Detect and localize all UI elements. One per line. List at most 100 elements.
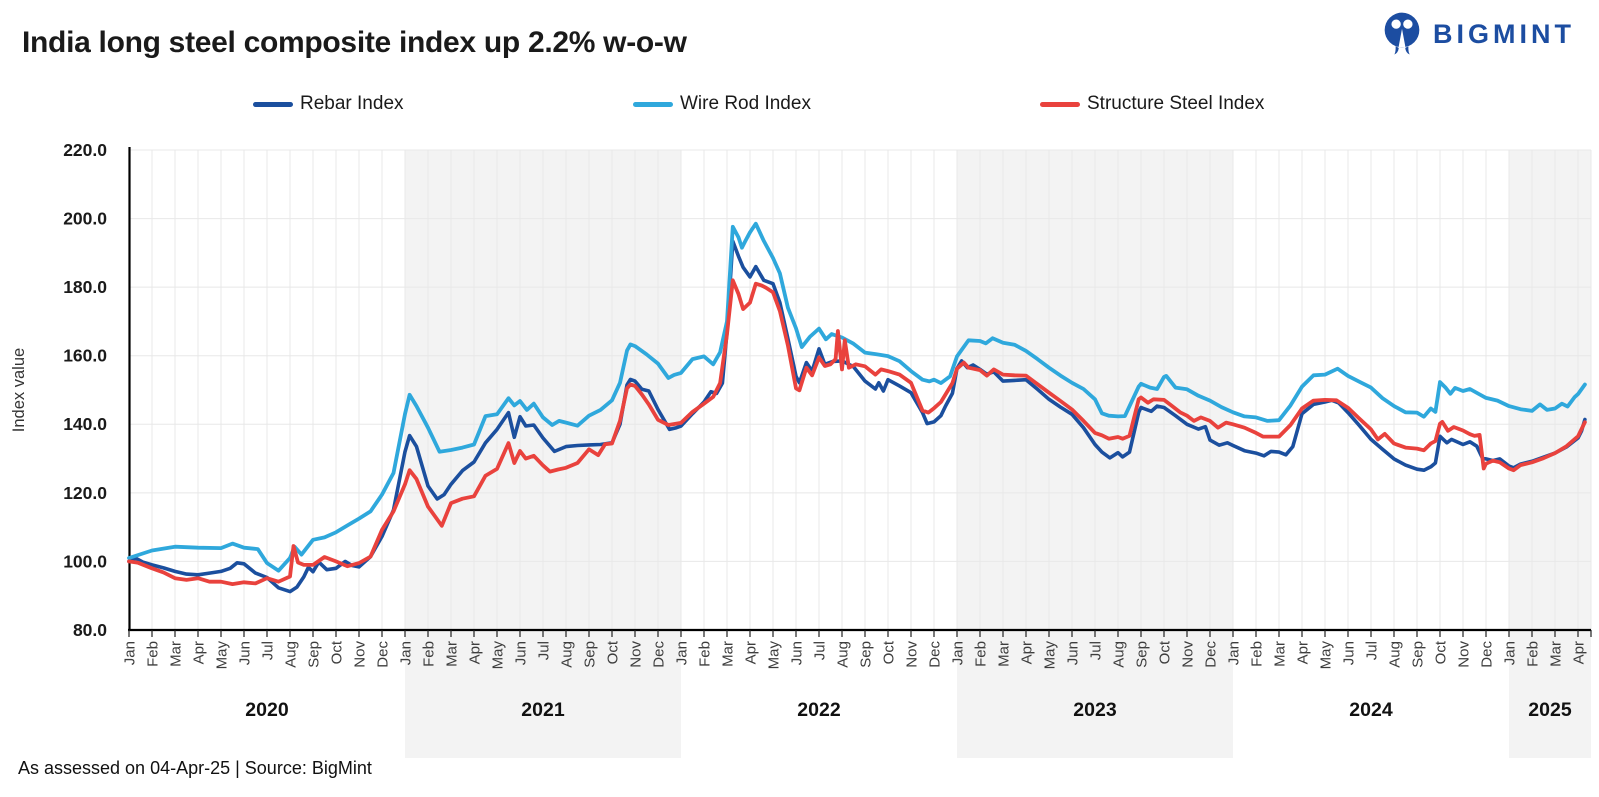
month-label-sep-2021: Sep xyxy=(582,641,599,668)
month-label-jul-2024: Jul xyxy=(1364,641,1381,660)
month-label-aug-2021: Aug xyxy=(559,641,576,668)
month-label-mar-2020: Mar xyxy=(168,641,185,667)
y-axis-title: Index value xyxy=(10,348,28,432)
month-label-dec-2023: Dec xyxy=(1203,641,1220,668)
footer-text: As assessed on 04-Apr-25 | Source: BigMi… xyxy=(18,758,372,778)
month-label-jan-2022: Jan xyxy=(674,641,691,665)
legend-label-rebar: Rebar Index xyxy=(300,93,404,114)
month-label-dec-2024: Dec xyxy=(1479,641,1496,668)
month-label-jan-2021: Jan xyxy=(398,641,415,665)
month-label-sep-2020: Sep xyxy=(306,641,323,668)
month-label-sep-2024: Sep xyxy=(1410,641,1427,668)
month-label-jan-2024: Jan xyxy=(1226,641,1243,665)
month-label-apr-2021: Apr xyxy=(467,641,484,664)
month-label-dec-2022: Dec xyxy=(927,641,944,668)
month-label-apr-2024: Apr xyxy=(1295,641,1312,664)
logo: BIGMINT xyxy=(1380,10,1575,58)
chart: 80.0 100.0 120.0 140.0 160.0 180.0 200.0 220.0 J… xyxy=(0,130,1599,785)
month-label-nov-2020: Nov xyxy=(352,641,369,668)
y-tick-label-100: 100.0 xyxy=(63,551,107,571)
month-label-feb-2023: Feb xyxy=(973,641,990,667)
month-label-jun-2020: Jun xyxy=(237,641,254,665)
y-tick-label-220: 220.0 xyxy=(63,140,107,160)
series-line-wire-rod-index xyxy=(127,221,1587,573)
month-label-feb-2020: Feb xyxy=(145,641,162,667)
y-tick-label-200: 200.0 xyxy=(63,209,107,229)
month-label-dec-2020: Dec xyxy=(375,641,392,668)
month-label-apr-2025: Apr xyxy=(1571,641,1588,664)
month-label-jun-2021: Jun xyxy=(513,641,530,665)
month-label-oct-2020: Oct xyxy=(329,640,346,664)
y-tick-label-120: 120.0 xyxy=(63,483,107,503)
month-label-jul-2021: Jul xyxy=(536,641,553,660)
month-label-oct-2021: Oct xyxy=(605,640,622,664)
month-label-jun-2022: Jun xyxy=(789,641,806,665)
month-label-aug-2024: Aug xyxy=(1387,641,1404,668)
month-label-dec-2021: Dec xyxy=(651,641,668,668)
month-label-nov-2023: Nov xyxy=(1180,641,1197,668)
month-label-mar-2024: Mar xyxy=(1272,641,1289,667)
year-label-2020: 2020 xyxy=(245,699,289,721)
month-label-mar-2025: Mar xyxy=(1548,641,1565,667)
month-label-jun-2024: Jun xyxy=(1341,641,1358,665)
month-label-nov-2022: Nov xyxy=(904,641,921,668)
month-label-feb-2022: Feb xyxy=(697,641,714,667)
month-label-apr-2023: Apr xyxy=(1019,641,1036,664)
month-label-oct-2023: Oct xyxy=(1157,640,1174,664)
legend-label-structure-steel: Structure Steel Index xyxy=(1087,93,1265,114)
month-label-mar-2021: Mar xyxy=(444,641,461,667)
month-label-may-2022: May xyxy=(766,641,783,670)
month-label-jun-2023: Jun xyxy=(1065,641,1082,665)
year-label-2023: 2023 xyxy=(1073,699,1117,721)
legend-item-structure-steel: Structure Steel Index xyxy=(1040,90,1264,118)
month-label-may-2021: May xyxy=(490,641,507,670)
page-title: India long steel composite index up 2.2%… xyxy=(22,26,687,59)
month-label-nov-2021: Nov xyxy=(628,641,645,668)
month-label-may-2024: May xyxy=(1318,641,1335,670)
legend-marker-structure-steel xyxy=(1040,101,1080,107)
month-label-feb-2024: Feb xyxy=(1249,641,1266,667)
month-label-aug-2023: Aug xyxy=(1111,641,1128,668)
year-label-2022: 2022 xyxy=(797,699,841,721)
legend-label-wire-rod: Wire Rod Index xyxy=(680,93,811,114)
logo-text: BIGMINT xyxy=(1433,18,1575,49)
month-label-feb-2025: Feb xyxy=(1525,641,1542,667)
month-label-jan-2025: Jan xyxy=(1502,641,1519,665)
month-label-feb-2021: Feb xyxy=(421,641,438,667)
month-label-oct-2022: Oct xyxy=(881,640,898,664)
month-label-sep-2022: Sep xyxy=(858,641,875,668)
y-tick-label-140: 140.0 xyxy=(63,414,107,434)
y-tick-label-180: 180.0 xyxy=(63,277,107,297)
month-label-mar-2022: Mar xyxy=(720,641,737,667)
month-label-jul-2020: Jul xyxy=(260,641,277,660)
month-label-mar-2023: Mar xyxy=(996,641,1013,667)
month-label-jan-2023: Jan xyxy=(950,641,967,665)
series-line-rebar-index xyxy=(127,239,1587,594)
month-label-sep-2023: Sep xyxy=(1134,641,1151,668)
year-label-2024: 2024 xyxy=(1349,699,1393,721)
bigmint-logo-icon xyxy=(1384,12,1420,55)
legend-marker-rebar xyxy=(253,101,293,107)
legend-item-rebar: Rebar Index xyxy=(253,90,404,118)
month-label-may-2023: May xyxy=(1042,641,1059,670)
month-label-jul-2023: Jul xyxy=(1088,641,1105,660)
month-label-oct-2024: Oct xyxy=(1433,640,1450,664)
month-label-nov-2024: Nov xyxy=(1456,641,1473,668)
y-tick-label-80: 80.0 xyxy=(73,620,107,640)
series-line-structure-steel-index xyxy=(127,278,1587,587)
month-label-may-2020: May xyxy=(214,641,231,670)
month-label-apr-2022: Apr xyxy=(743,641,760,664)
month-label-aug-2022: Aug xyxy=(835,641,852,668)
month-label-apr-2020: Apr xyxy=(191,641,208,664)
month-label-jan-2020: Jan xyxy=(122,641,139,665)
year-label-2025: 2025 xyxy=(1528,699,1572,721)
legend-marker-wire-rod xyxy=(633,101,673,107)
y-tick-label-160: 160.0 xyxy=(63,346,107,366)
month-label-aug-2020: Aug xyxy=(283,641,300,668)
legend: Rebar Index Wire Rod Index Structure Ste… xyxy=(0,90,1599,118)
legend-item-wire-rod: Wire Rod Index xyxy=(633,90,811,118)
month-label-jul-2022: Jul xyxy=(812,641,829,660)
year-label-2021: 2021 xyxy=(521,699,565,721)
chart-svg: 80.0 100.0 120.0 140.0 160.0 180.0 200.0 220.0 J… xyxy=(10,140,1592,758)
